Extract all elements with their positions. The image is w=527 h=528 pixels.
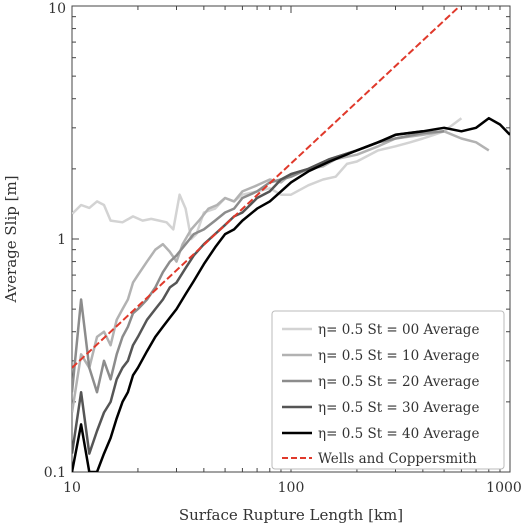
legend: η= 0.5 St = 00 Average η= 0.5 St = 10 Av… — [271, 310, 505, 470]
legend-label-st40: η= 0.5 St = 40 Average — [318, 426, 479, 442]
legend-label-st00: η= 0.5 St = 00 Average — [318, 322, 479, 338]
series-line-3 — [72, 130, 424, 455]
series-line-4 — [72, 116, 510, 472]
series-line-1 — [72, 130, 490, 413]
y-axis-label: Average Slip [m] — [2, 175, 20, 303]
series-layer — [72, 6, 510, 472]
x-tick-label-100: 100 — [278, 480, 305, 496]
x-tick-label-1000: 1000 — [486, 480, 522, 496]
legend-label-st30: η= 0.5 St = 30 Average — [318, 400, 479, 416]
legend-box — [271, 310, 505, 470]
y-tick-label-0.1: 0.1 — [44, 465, 66, 481]
legend-label-wells-coppersmith: Wells and Coppersmith — [318, 451, 477, 467]
y-tick-label-1: 1 — [57, 232, 66, 248]
x-tick-label-10: 10 — [63, 480, 81, 496]
x-axis-label: Surface Rupture Length [km] — [179, 506, 403, 524]
legend-label-st20: η= 0.5 St = 20 Average — [318, 374, 479, 390]
series-line-5 — [72, 6, 461, 369]
legend-label-st10: η= 0.5 St = 10 Average — [318, 348, 479, 364]
y-tick-label-10: 10 — [48, 1, 66, 17]
